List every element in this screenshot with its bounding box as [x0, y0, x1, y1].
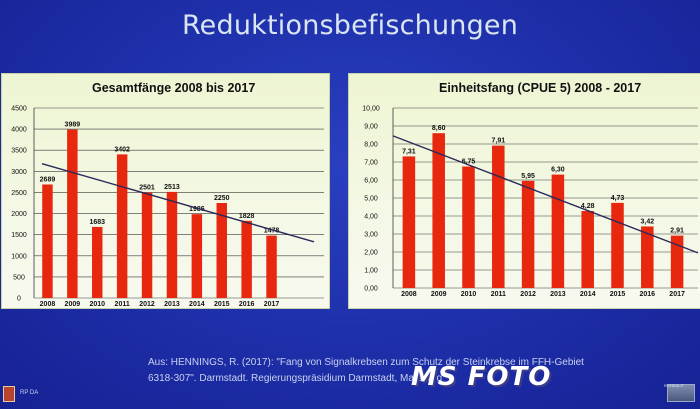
- data-label: 2250: [214, 195, 230, 202]
- y-tick-label: 5,00: [364, 196, 378, 203]
- x-tick-label: 2011: [491, 291, 506, 298]
- bar-2017: [266, 235, 277, 298]
- y-tick-label: 4500: [11, 106, 27, 113]
- y-tick-label: 4000: [11, 127, 27, 134]
- cpue-chart: Einheitsfang (CPUE 5) 2008 - 2017 0,00 1,0…: [362, 81, 699, 298]
- bar-2013: [166, 191, 178, 298]
- data-label: 2,91: [670, 228, 684, 235]
- chart-panel-total-catch: Gesamtfänge 2008 bis 2017 0 500 1000 1500 200…: [1, 73, 330, 309]
- slide-title: Reduktionsbefischungen: [181, 10, 519, 41]
- bar-2008: [42, 184, 53, 298]
- data-label: 1828: [239, 213, 255, 220]
- x-tick-label: 2011: [115, 301, 130, 308]
- data-label: 8,60: [432, 125, 446, 132]
- data-label: 3,42: [640, 218, 654, 225]
- y-tick-label: 4,00: [364, 214, 378, 221]
- watermark: MS FOTO: [411, 362, 552, 392]
- x-tick-label: 2009: [431, 291, 447, 298]
- x-tick-label: 2012: [520, 291, 536, 298]
- bar-2009: [67, 129, 78, 298]
- y-tick-label: 6,00: [364, 178, 378, 185]
- y-tick-label: 3000: [11, 169, 27, 176]
- bar-2014: [191, 214, 203, 298]
- rp-logo-icon: [3, 386, 15, 402]
- data-label: 2689: [40, 176, 56, 183]
- x-tick-label: 2014: [580, 291, 596, 298]
- bar-2010: [462, 166, 475, 288]
- data-label: 6,30: [551, 167, 565, 174]
- bar-2017: [670, 235, 684, 288]
- trendline: [392, 135, 699, 254]
- chart-title: Einheitsfang (CPUE 5) 2008 - 2017: [439, 81, 641, 95]
- chart-title: Gesamtfänge 2008 bis 2017: [92, 81, 255, 95]
- x-tick-label: 2014: [189, 301, 205, 308]
- data-label: 4,73: [611, 195, 625, 202]
- bar-2011: [492, 145, 505, 288]
- bar-2008: [402, 156, 416, 288]
- bar-2013: [551, 174, 565, 288]
- x-tick-label: 2016: [239, 301, 255, 308]
- x-tick-label: 2016: [640, 291, 656, 298]
- y-tick-label: 3500: [11, 148, 27, 155]
- rohkalit-logo-icon: [667, 384, 695, 402]
- y-tick-label: 0: [17, 296, 21, 303]
- bar-2014: [581, 210, 594, 288]
- bar-2016: [241, 220, 252, 298]
- data-label: 1478: [264, 228, 280, 235]
- data-label: 6,75: [462, 159, 476, 166]
- chart-panel-cpue: Einheitsfang (CPUE 5) 2008 - 2017 0,00 1,0…: [348, 73, 700, 309]
- bar-2010: [92, 226, 103, 298]
- data-label: 2501: [139, 184, 155, 191]
- citation: Aus: HENNINGS, R. (2017): "Fang von Sign…: [148, 355, 618, 387]
- data-label: 4,28: [581, 203, 595, 210]
- rp-logo-label: RP DA: [20, 390, 39, 396]
- x-tick-label: 2015: [214, 301, 230, 308]
- y-tick-label: 10,00: [362, 106, 380, 113]
- x-tick-label: 2017: [264, 301, 280, 308]
- y-tick-label: 9,00: [364, 124, 378, 131]
- y-tick-label: 2,00: [364, 250, 378, 257]
- data-label: 3989: [65, 122, 81, 129]
- citation-line-1: Aus: HENNINGS, R. (2017): "Fang von Sign…: [148, 357, 584, 368]
- bar-2009: [432, 133, 445, 288]
- trendline: [41, 163, 315, 243]
- bar-2015: [611, 202, 624, 288]
- y-tick-label: 3,00: [364, 232, 378, 239]
- bar-2015: [216, 203, 227, 298]
- data-label: 1683: [89, 219, 105, 226]
- data-label: 3402: [114, 146, 130, 153]
- bar-2012: [521, 180, 535, 288]
- y-tick-label: 0,00: [364, 286, 378, 293]
- x-tick-label: 2009: [65, 301, 81, 308]
- data-label: 2513: [164, 184, 180, 191]
- x-tick-label: 2008: [40, 301, 56, 308]
- x-tick-label: 2013: [164, 301, 180, 308]
- bar-2011: [116, 154, 128, 298]
- y-tick-label: 1,00: [364, 268, 378, 275]
- data-label: 7,91: [491, 138, 505, 145]
- y-tick-label: 8,00: [364, 142, 378, 149]
- x-tick-label: 2010: [461, 291, 477, 298]
- rohkalit-logo-label: ROHKALIT: [664, 383, 685, 388]
- x-tick-label: 2015: [610, 291, 626, 298]
- data-label: 5,95: [521, 173, 535, 180]
- y-tick-label: 2000: [11, 211, 27, 218]
- citation-line-2: 6318-307". Darmstadt. Regierungspräsidiu…: [148, 373, 443, 384]
- data-label: 7,31: [402, 148, 416, 155]
- bar-2012: [141, 192, 153, 298]
- x-tick-label: 2012: [139, 301, 155, 308]
- x-tick-label: 2017: [669, 291, 685, 298]
- x-tick-label: 2010: [89, 301, 105, 308]
- y-tick-label: 500: [13, 274, 25, 281]
- y-tick-label: 1000: [11, 253, 27, 260]
- y-tick-label: 7,00: [364, 160, 378, 167]
- x-tick-label: 2013: [550, 291, 566, 298]
- bar-2016: [641, 226, 654, 288]
- data-label: 1986: [189, 206, 205, 213]
- x-tick-label: 2008: [401, 291, 417, 298]
- total-catch-chart: Gesamtfänge 2008 bis 2017 0 500 1000 1500 200…: [11, 81, 324, 308]
- y-tick-label: 1500: [11, 232, 27, 239]
- y-tick-label: 2500: [11, 190, 27, 197]
